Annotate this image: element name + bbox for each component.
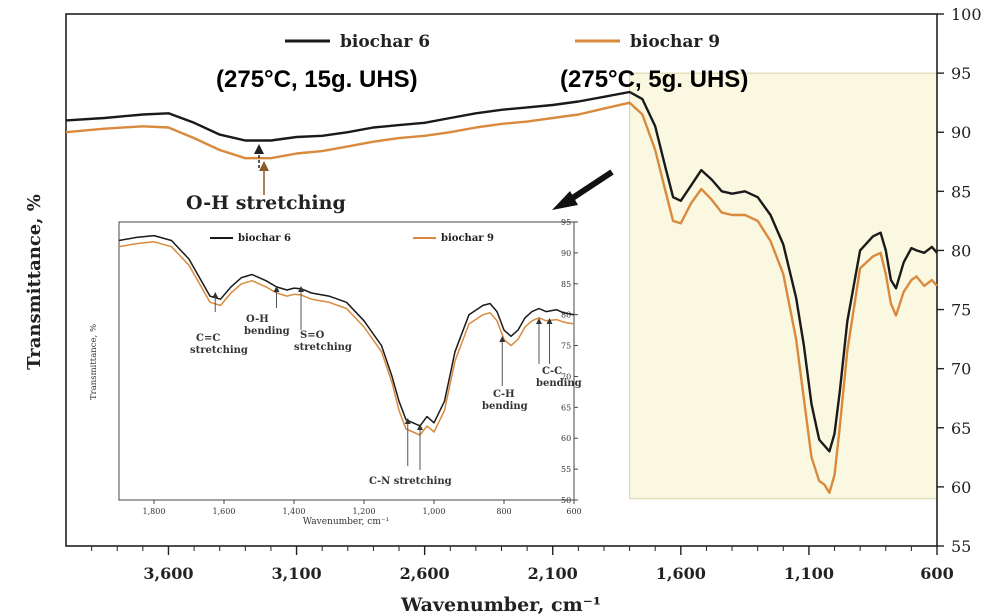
main-y-tick-label: 95 <box>951 64 971 83</box>
inset-x-tick-label: 1,000 <box>423 507 446 516</box>
series2-condition: (275°C, 5g. UHS) <box>560 66 748 93</box>
main-y-axis-title: Transmittance, % <box>24 194 45 370</box>
main-x-tick-label: 3,600 <box>143 564 193 583</box>
inset-background <box>116 220 579 512</box>
main-y-tick-label: 100 <box>951 5 982 24</box>
main-y-tick-label: 55 <box>951 537 971 556</box>
inset-series-line-biochar-6 <box>118 234 575 427</box>
main-x-tick-label: 1,100 <box>784 564 834 583</box>
main-series-line-biochar-9 <box>65 101 938 494</box>
inset-y-tick-label: 90 <box>561 249 571 258</box>
main-x-tick-label: 2,100 <box>528 564 578 583</box>
inset-plot-frame <box>118 221 575 501</box>
inset-x-tick-label: 1,800 <box>143 507 166 516</box>
inset-y-tick-label: 95 <box>561 218 571 227</box>
cc-stretching-label: C=C stretching <box>190 333 248 356</box>
main-x-tick-label: 1,600 <box>656 564 706 583</box>
oh-bending-label: O-H bending <box>244 314 290 337</box>
inset-y-tick-label: 65 <box>561 403 571 412</box>
main-x-tick-label: 3,100 <box>272 564 322 583</box>
main-y-tick-label: 80 <box>951 241 971 260</box>
inset-y-tick-label: 80 <box>561 311 571 320</box>
so-stretching-label: S=O stretching <box>294 330 352 353</box>
main-x-axis-title: Wavenumber, cm⁻¹ <box>400 594 601 616</box>
inset-y-tick-label: 50 <box>561 496 571 505</box>
highlight-region <box>629 72 938 500</box>
inset-x-tick-label: 1,600 <box>213 507 236 516</box>
main-y-tick-label: 85 <box>951 182 971 201</box>
inset-y-tick-label: 85 <box>561 280 571 289</box>
inset-y-tick-label: 75 <box>561 342 571 351</box>
inset-pointer-arrow <box>552 169 614 210</box>
inset-x-tick-label: 1,400 <box>283 507 306 516</box>
inset-x-axis-title: Wavenumber, cm⁻¹ <box>303 517 389 527</box>
main-y-tick-label: 75 <box>951 301 971 320</box>
c-c-bending-label: C-C bending <box>536 366 582 389</box>
inset-y-tick-label: 55 <box>561 465 571 474</box>
inset-legend-label-biochar-6: biochar 6 <box>238 233 291 244</box>
oh-stretching-arrows <box>254 144 269 195</box>
main-y-tick-label: 70 <box>951 360 971 379</box>
ch-bending-label: C-H bending <box>482 389 528 412</box>
legend-label-biochar-6: biochar 6 <box>340 32 430 52</box>
inset-y-axis-title: Transmittance, % <box>89 324 99 400</box>
inset-y-tick-label: 60 <box>561 434 571 443</box>
main-x-tick-label: 2,600 <box>400 564 450 583</box>
cn-stretching-label: C-N stretching <box>369 476 452 487</box>
main-x-tick-label: 600 <box>920 564 953 583</box>
legend-label-biochar-9: biochar 9 <box>630 32 720 52</box>
inset-x-tick-label: 1,200 <box>353 507 376 516</box>
inset-y-tick-label: 70 <box>561 372 571 381</box>
inset-annotation-arrows <box>212 286 553 470</box>
inset-x-tick-label: 600 <box>566 507 581 516</box>
main-y-tick-label: 90 <box>951 123 971 142</box>
main-y-tick-label: 60 <box>951 478 971 497</box>
main-series-line-biochar-6 <box>65 90 938 453</box>
oh-stretching-label: O-H stretching <box>186 192 346 214</box>
inset-series-line-biochar-9 <box>118 241 575 436</box>
inset-x-tick-label: 800 <box>496 507 511 516</box>
inset-legend-label-biochar-9: biochar 9 <box>441 233 494 244</box>
series1-condition: (275°C, 15g. UHS) <box>216 66 418 93</box>
main-y-tick-label: 65 <box>951 419 971 438</box>
